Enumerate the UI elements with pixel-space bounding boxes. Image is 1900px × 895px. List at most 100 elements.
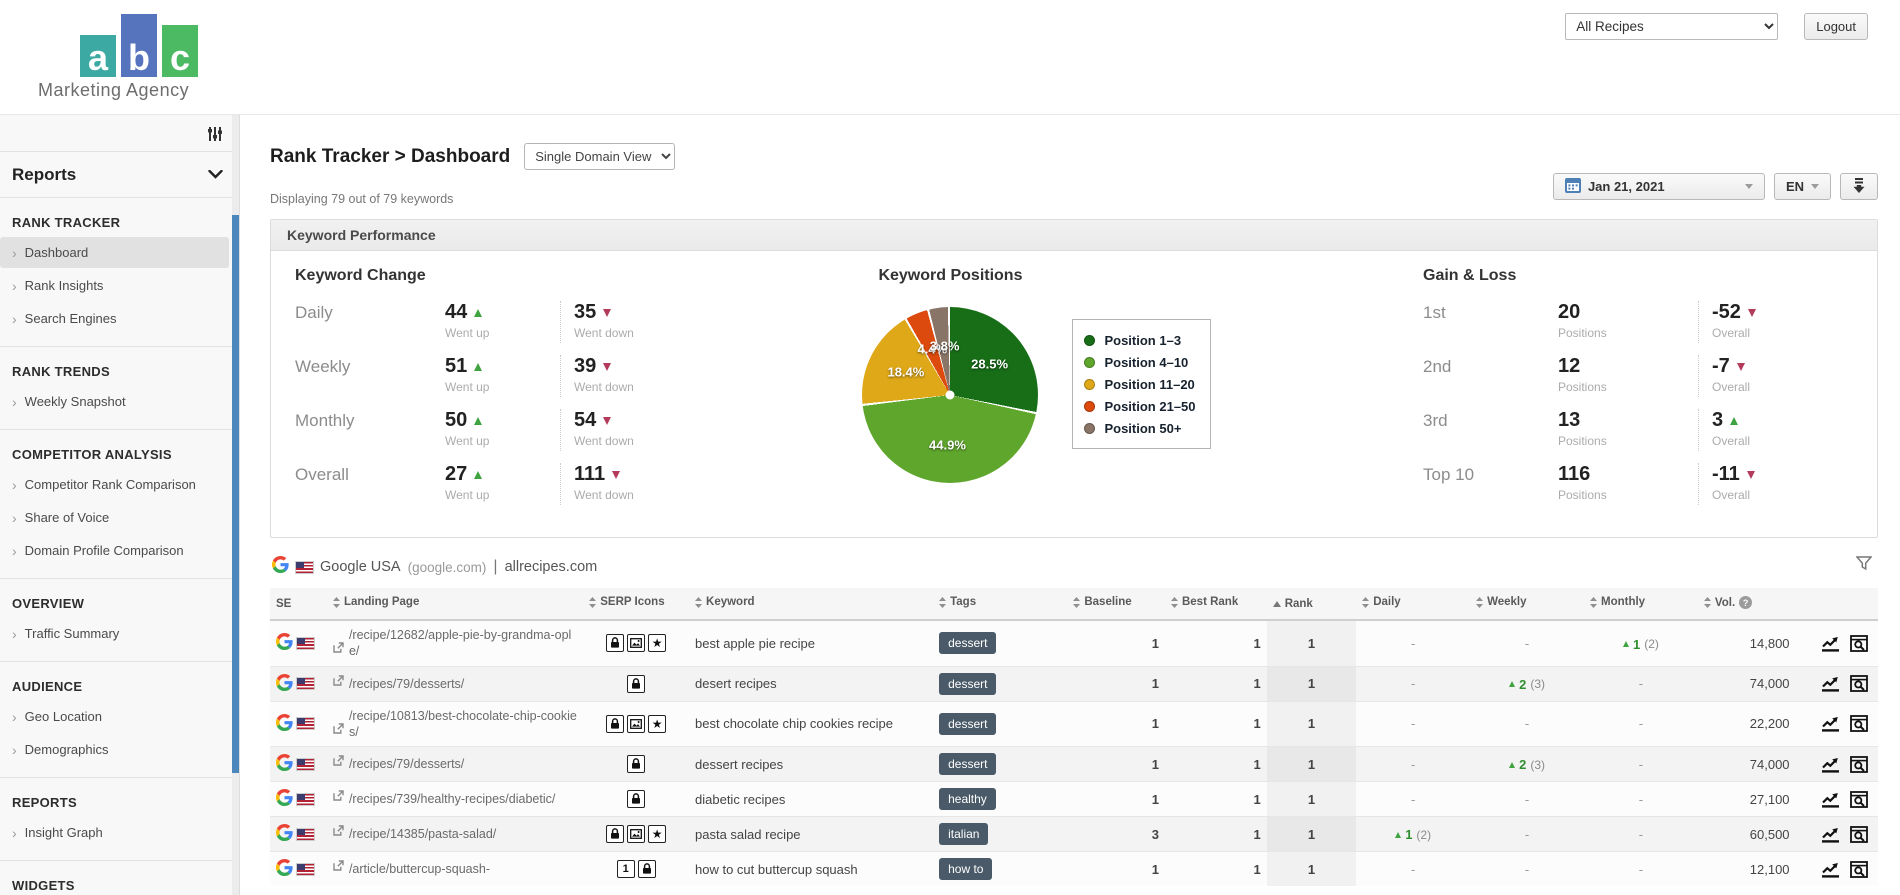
sidebar-item-share-of-voice[interactable]: › Share of Voice: [0, 502, 229, 533]
sidebar-menu-header[interactable]: Reports: [0, 152, 239, 198]
sidebar-item-competitor-rank-comparison[interactable]: › Competitor Rank Comparison: [0, 469, 229, 500]
rank-trend-icon[interactable]: [1821, 756, 1840, 773]
search-engine-cell: [276, 754, 321, 774]
serp-preview-icon[interactable]: [1850, 634, 1868, 652]
sidebar-section-rank-trends: RANK TRENDS › Weekly Snapshot: [0, 347, 239, 430]
sort-asc-icon: [1272, 600, 1281, 607]
search-engine-cell: [276, 673, 321, 694]
serp-https-lock-icon: [637, 860, 656, 878]
help-icon[interactable]: ?: [1739, 596, 1753, 609]
serp-preview-icon[interactable]: [1850, 860, 1868, 878]
project-select[interactable]: All Recipes: [1565, 13, 1779, 40]
divider: [1698, 463, 1712, 505]
volume-cell: 22,200: [1697, 700, 1796, 747]
sidebar-scrollbar-thumb[interactable]: [232, 215, 239, 773]
tag-badge[interactable]: healthy: [939, 788, 996, 810]
serp-preview-icon[interactable]: [1850, 755, 1868, 773]
tag-badge[interactable]: dessert: [939, 672, 997, 695]
tag-badge[interactable]: how to: [939, 858, 993, 880]
landing-page-link[interactable]: /recipes/739/healthy-recipes/diabetic/: [333, 790, 577, 807]
rank-trend-icon[interactable]: [1821, 791, 1840, 808]
went-down-cell: 39 Went down: [574, 355, 634, 394]
sort-icon: [695, 596, 703, 608]
tag-badge[interactable]: dessert: [939, 712, 997, 735]
download-button[interactable]: [1840, 173, 1878, 200]
logo-bar-b: b: [121, 14, 157, 77]
serp-preview-icon[interactable]: [1850, 825, 1868, 843]
column-header-landing-page[interactable]: Landing Page: [326, 588, 584, 621]
volume-cell: 60,500: [1697, 816, 1796, 852]
pie-slice-label: 44.9%: [929, 437, 966, 453]
sidebar-item-geo-location[interactable]: › Geo Location: [0, 701, 229, 732]
column-header-baseline[interactable]: Baseline: [1067, 588, 1165, 621]
column-header-rank[interactable]: Rank: [1266, 588, 1357, 621]
sidebar-item-domain-profile-comparison[interactable]: › Domain Profile Comparison: [0, 535, 229, 566]
landing-page-link[interactable]: /recipes/79/desserts/: [333, 755, 577, 772]
up-triangle-icon: [474, 362, 483, 371]
download-icon: [1852, 177, 1866, 196]
gain-loss-section: Gain & Loss 1st 20 Positions -52 Overall…: [1378, 267, 1853, 517]
keyword-change-row: Daily 44 Went up 35 Went down: [295, 301, 695, 343]
sidebar-item-label: Demographics: [24, 742, 109, 757]
sidebar-item-demographics[interactable]: › Demographics: [0, 734, 229, 765]
up-triangle-icon: [474, 416, 483, 425]
sidebar-item-rank-insights[interactable]: › Rank Insights: [0, 270, 229, 301]
language-select-button[interactable]: EN: [1773, 173, 1831, 200]
tag-badge[interactable]: italian: [939, 823, 989, 845]
filter-funnel-icon[interactable]: [1855, 556, 1873, 576]
tag-badge[interactable]: dessert: [939, 753, 997, 775]
chevron-right-icon: ›: [12, 393, 17, 410]
date-picker-button[interactable]: Jan 21, 2021: [1552, 173, 1765, 200]
sidebar-item-dashboard[interactable]: › Dashboard: [0, 237, 229, 268]
column-label: Daily: [1373, 596, 1401, 609]
rank-trend-icon[interactable]: [1821, 861, 1840, 878]
keyword-performance-panel: Keyword Performance Keyword Change Daily…: [270, 219, 1878, 538]
landing-page-link[interactable]: /recipe/10813/best-chocolate-chip-cookie…: [333, 708, 577, 741]
landing-page-link[interactable]: /recipe/14385/pasta-salad/: [333, 825, 577, 842]
rank-trend-icon[interactable]: [1821, 675, 1840, 692]
serp-preview-icon[interactable]: [1850, 715, 1868, 733]
keyword-positions-pie: 28.5% 44.9% 18.4% 4.4% 3.8%: [862, 307, 1039, 483]
column-header-serp-icons[interactable]: SERP Icons: [583, 588, 690, 621]
column-header-best-rank[interactable]: Best Rank: [1164, 588, 1267, 621]
column-header-keyword[interactable]: Keyword: [689, 588, 934, 621]
divider: [560, 301, 574, 343]
column-header-vol[interactable]: Vol.?: [1697, 588, 1796, 621]
legend-item: Position 21–50: [1084, 395, 1196, 417]
logout-button[interactable]: Logout: [1804, 13, 1868, 40]
rank-trend-icon[interactable]: [1821, 715, 1840, 732]
serp-preview-icon[interactable]: [1850, 790, 1868, 808]
rank-trend-icon[interactable]: [1821, 635, 1840, 652]
column-header-daily[interactable]: Daily: [1356, 588, 1471, 621]
column-header-monthly[interactable]: Monthly: [1584, 588, 1698, 621]
landing-page-link[interactable]: /recipes/79/desserts/: [333, 675, 577, 692]
sidebar: Reports RANK TRACKER › Dashboard › Rank Insi…: [0, 115, 240, 895]
overall-cell: -11 Overall: [1712, 463, 1872, 502]
customize-sliders-icon[interactable]: [207, 126, 223, 142]
serp-preview-icon[interactable]: [1850, 675, 1868, 692]
row-actions: [1802, 860, 1872, 878]
column-header-tags[interactable]: Tags: [933, 588, 1068, 621]
daily-change: -: [1410, 861, 1416, 877]
column-header-weekly[interactable]: Weekly: [1470, 588, 1584, 621]
positions-cell: 13 Positions: [1558, 409, 1607, 448]
rank-trend-icon[interactable]: [1821, 826, 1840, 843]
sidebar-item-traffic-summary[interactable]: › Traffic Summary: [0, 618, 229, 649]
sidebar-section-rank-tracker: RANK TRACKER › Dashboard › Rank Insights › Sea…: [0, 198, 239, 347]
positions-cell: 20 Positions: [1558, 301, 1607, 340]
rank-cell: 1: [1266, 619, 1357, 666]
divider: [560, 355, 574, 397]
keyword-change-row: Overall 27 Went up 111 Went down: [295, 463, 695, 505]
sidebar-item-label: Dashboard: [24, 245, 89, 260]
tag-badge[interactable]: dessert: [939, 632, 997, 655]
sidebar-item-weekly-snapshot[interactable]: › Weekly Snapshot: [0, 386, 229, 417]
sidebar-item-search-engines[interactable]: › Search Engines: [0, 303, 229, 334]
sidebar-item-insight-graph[interactable]: › Insight Graph: [0, 817, 229, 848]
landing-page-link[interactable]: /recipe/12682/apple-pie-by-grandma-ople/: [333, 627, 577, 660]
weekly-change: -: [1524, 635, 1530, 651]
best-rank-cell: 1: [1164, 665, 1267, 701]
view-mode-select[interactable]: Single Domain View: [524, 143, 676, 170]
landing-page-link[interactable]: /article/buttercup-squash-: [333, 860, 577, 877]
volume-cell: 74,000: [1697, 665, 1796, 701]
went-down-cell: 111 Went down: [574, 463, 634, 502]
